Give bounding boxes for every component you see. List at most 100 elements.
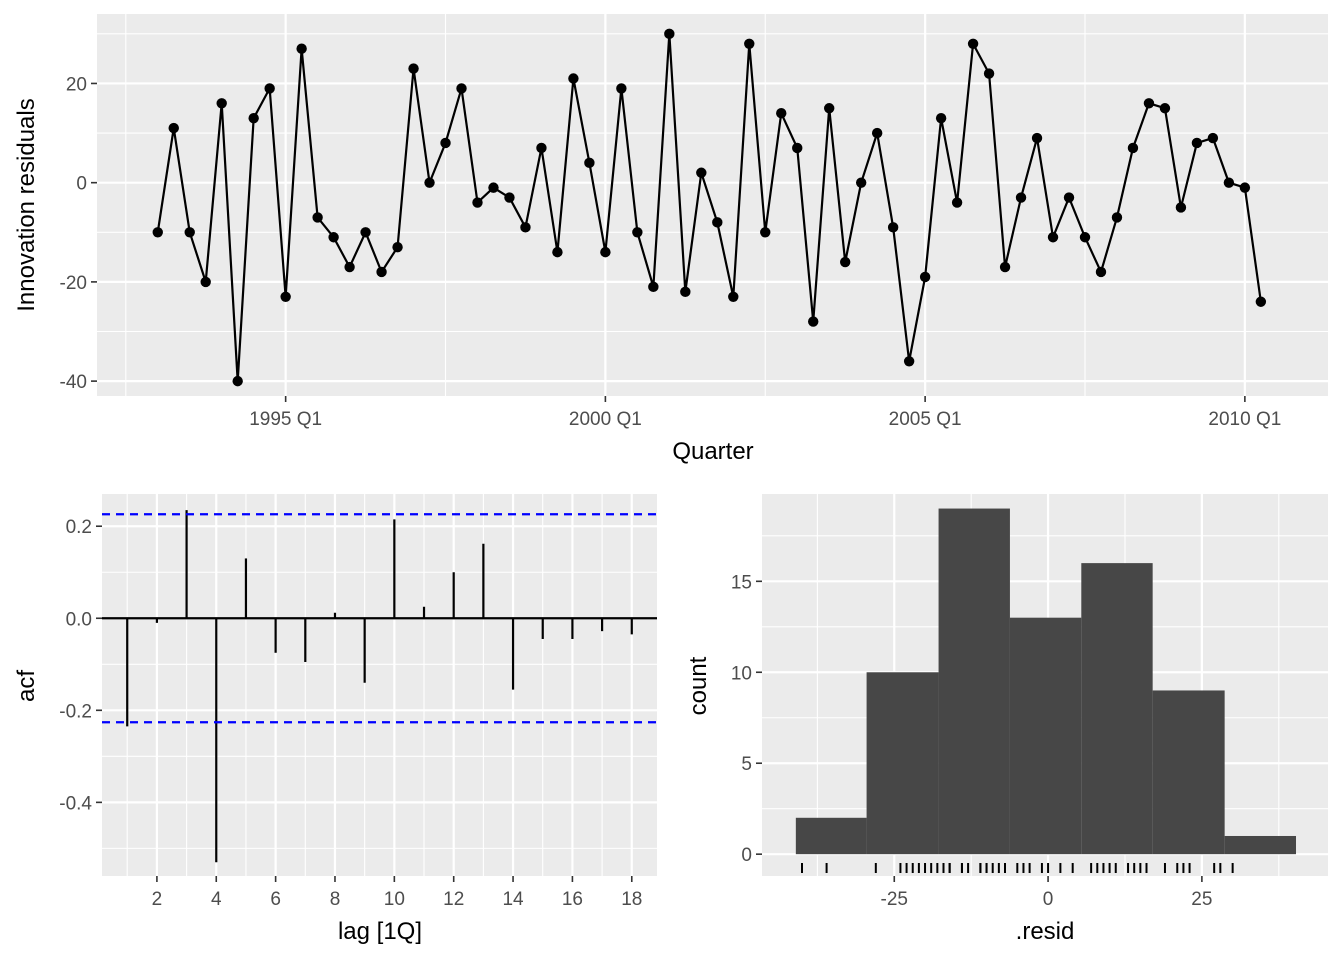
residual-point [776,108,787,119]
residual-point [839,256,851,268]
residual-point [1127,142,1139,154]
residual-point [232,375,243,387]
residual-point [1111,212,1123,223]
residual-point [424,177,435,188]
residual-point [744,38,755,49]
acf-y-axis-title: acf [13,670,40,702]
hist-y-tick-label: 0 [741,845,752,866]
acf-x-tick-label: 14 [502,889,524,910]
residual-point [1223,177,1235,188]
top-x-tick-label: 2005 Q1 [889,409,962,430]
residual-point [728,291,739,302]
acf-y-tick-label: 0.0 [66,609,92,630]
acf-x-tick-label: 6 [270,889,281,910]
acf-y-tick-label: -0.4 [59,793,92,814]
residual-point [1015,192,1027,203]
residual-point [1207,132,1219,144]
residual-point [1047,232,1059,243]
residual-point [1063,192,1075,203]
histogram-bar [938,508,1010,855]
histogram-bar [1152,690,1225,855]
histogram-bar [1224,835,1297,855]
residual-point [887,222,899,233]
acf-y-tick-label: 0.2 [66,517,92,538]
residual-point [440,137,451,149]
residual-point [1191,137,1203,149]
residual-point [1079,232,1091,243]
residual-point [1143,98,1155,109]
residual-point [216,98,227,109]
acf-x-tick-label: 2 [152,889,163,910]
top-y-tick-label: -20 [60,273,87,294]
residual-point [712,217,723,228]
residual-point [456,83,467,94]
residual-point [280,291,291,302]
residual-point [264,83,275,94]
residual-point [696,167,707,178]
residual-series-line [156,33,1262,382]
residual-point [1159,103,1171,114]
residual-point [296,43,307,54]
acf-x-tick-label: 12 [443,889,464,910]
hist-y-axis-title: count [685,656,712,715]
residual-point [600,246,611,258]
residual-point [1175,202,1187,213]
histogram-bar [1081,563,1153,855]
residual-point [344,261,355,273]
top-y-axis-title: Innovation residuals [13,98,40,311]
top-y-tick-label: -40 [60,372,87,393]
acf-x-tick-label: 8 [330,889,341,910]
residual-point [408,63,419,74]
residual-point [903,356,915,367]
residual-point [871,127,883,139]
top-y-tick-label: 20 [66,74,87,95]
residual-point [168,122,179,134]
residual-point [792,142,803,154]
residual-point [919,271,931,283]
residual-point [808,316,819,327]
residual-point [824,103,835,114]
hist-x-tick-label: -25 [881,889,908,910]
top-x-tick-label: 1995 Q1 [249,409,322,430]
residual-point [1255,296,1267,307]
hist-x-tick-label: 0 [1043,889,1054,910]
residual-point [200,276,211,288]
residual-point [504,192,515,203]
residual-point [855,177,867,188]
histogram-bar [795,817,867,855]
top-x-axis-title: Quarter [672,438,753,465]
acf-panel-background [102,494,657,876]
residual-point [999,261,1011,273]
residual-point [248,112,259,124]
residual-point [360,227,371,238]
acf-panel: -0.4 -0.2 0.0 0.2 2 4 6 8 10 12 14 16 18 [59,494,657,910]
hist-y-tick-label: 10 [731,663,752,684]
residual-point [536,142,547,154]
top-x-tick-label: 2000 Q1 [569,409,642,430]
residual-point [312,212,323,223]
residual-point [760,227,771,238]
residual-point [1239,182,1251,193]
acf-x-tick-label: 18 [621,889,642,910]
hist-y-tick-label: 15 [731,572,752,593]
residual-point [568,73,579,84]
residual-point [632,227,643,238]
residual-point [152,227,163,238]
residual-point [951,197,963,208]
residual-point [520,222,531,233]
residual-point [328,232,339,243]
residual-point [1031,132,1043,144]
hist-x-axis-title: .resid [1016,918,1075,945]
residual-point [935,112,947,124]
residual-point [983,68,995,79]
hist-y-tick-label: 5 [741,754,752,775]
acf-x-axis-title: lag [1Q] [338,918,422,945]
residual-point [648,281,659,293]
residual-point [664,28,675,40]
top-x-tick-label: 2010 Q1 [1208,409,1281,430]
acf-x-tick-label: 10 [384,889,405,910]
residual-point [584,157,595,169]
residual-point [376,266,387,278]
histogram-bar [1009,617,1082,855]
